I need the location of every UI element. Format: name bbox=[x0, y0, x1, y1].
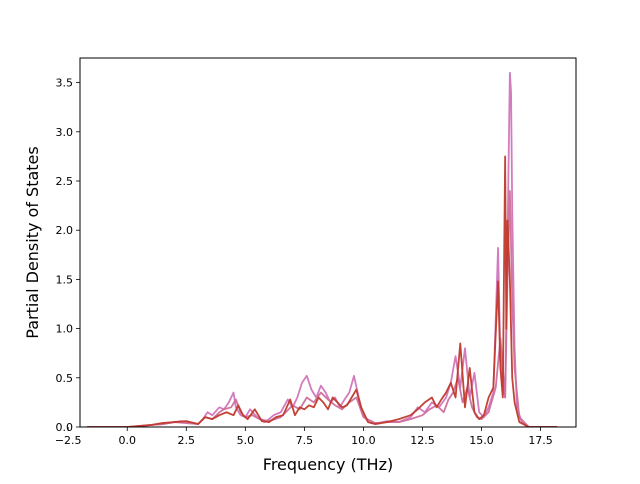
x-tick-label: 12.5 bbox=[410, 434, 435, 447]
x-axis-ticks: −2.5 0.0 2.5 5.0 7.5 10.0 12.5 15.0 17.5 bbox=[55, 427, 553, 447]
y-tick-label: 1.0 bbox=[56, 323, 74, 336]
y-axis-ticks: 0.0 0.5 1.0 1.5 2.0 2.5 3.0 3.5 bbox=[56, 77, 80, 434]
x-axis-label: Frequency (THz) bbox=[263, 455, 393, 474]
x-tick-label: 2.5 bbox=[178, 434, 196, 447]
x-tick-label: 7.5 bbox=[296, 434, 314, 447]
pdos-series-line-3 bbox=[87, 155, 558, 427]
x-tick-label: 5.0 bbox=[237, 434, 255, 447]
y-tick-label: 2.5 bbox=[56, 175, 74, 188]
y-tick-label: 0.0 bbox=[56, 421, 74, 434]
y-tick-label: 0.5 bbox=[56, 372, 74, 385]
y-tick-label: 2.0 bbox=[56, 224, 74, 237]
x-tick-label: 0.0 bbox=[118, 434, 136, 447]
x-tick-label: 17.5 bbox=[528, 434, 553, 447]
x-tick-label: 10.0 bbox=[351, 434, 376, 447]
y-axis-label: Partial Density of States bbox=[23, 146, 42, 338]
y-tick-label: 1.5 bbox=[56, 273, 74, 286]
y-tick-label: 3.0 bbox=[56, 126, 74, 139]
x-tick-label: −2.5 bbox=[55, 434, 82, 447]
axes-frame bbox=[79, 57, 577, 428]
x-tick-label: 15.0 bbox=[469, 434, 494, 447]
y-tick-label: 3.5 bbox=[56, 77, 74, 90]
pdos-series-line-2 bbox=[87, 189, 558, 427]
series-layer bbox=[87, 71, 558, 427]
